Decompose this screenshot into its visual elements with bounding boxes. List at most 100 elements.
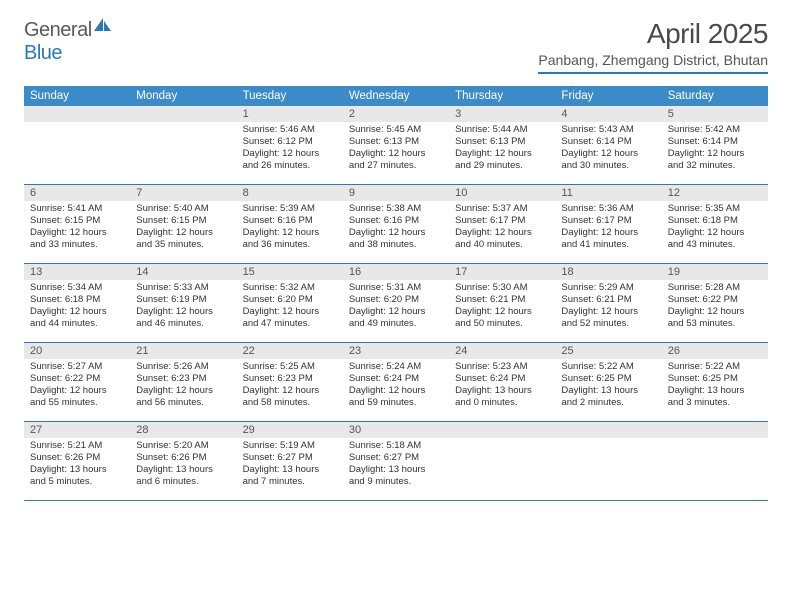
- date-number: 7: [130, 185, 236, 201]
- sunrise-text: Sunrise: 5:18 AM: [349, 440, 443, 452]
- date-number: 17: [449, 264, 555, 280]
- daylight-text: Daylight: 12 hours and 59 minutes.: [349, 385, 443, 409]
- day-details: Sunrise: 5:26 AMSunset: 6:23 PMDaylight:…: [130, 359, 236, 413]
- sunset-text: Sunset: 6:20 PM: [243, 294, 337, 306]
- day-details: Sunrise: 5:34 AMSunset: 6:18 PMDaylight:…: [24, 280, 130, 334]
- logo-text: GeneralBlue: [24, 18, 114, 65]
- title-block: April 2025 Panbang, Zhemgang District, B…: [538, 18, 768, 74]
- day-details: Sunrise: 5:39 AMSunset: 6:16 PMDaylight:…: [237, 201, 343, 255]
- day-cell: 25Sunrise: 5:22 AMSunset: 6:25 PMDayligh…: [555, 343, 661, 421]
- daylight-text: Daylight: 12 hours and 29 minutes.: [455, 148, 549, 172]
- sunset-text: Sunset: 6:22 PM: [668, 294, 762, 306]
- week-row: 27Sunrise: 5:21 AMSunset: 6:26 PMDayligh…: [24, 422, 768, 501]
- date-number: 3: [449, 106, 555, 122]
- day-cell: 5Sunrise: 5:42 AMSunset: 6:14 PMDaylight…: [662, 106, 768, 184]
- empty-cell: [130, 106, 236, 184]
- daylight-text: Daylight: 13 hours and 6 minutes.: [136, 464, 230, 488]
- day-cell: 2Sunrise: 5:45 AMSunset: 6:13 PMDaylight…: [343, 106, 449, 184]
- sunset-text: Sunset: 6:14 PM: [561, 136, 655, 148]
- daylight-text: Daylight: 13 hours and 7 minutes.: [243, 464, 337, 488]
- day-details: Sunrise: 5:22 AMSunset: 6:25 PMDaylight:…: [555, 359, 661, 413]
- sunset-text: Sunset: 6:20 PM: [349, 294, 443, 306]
- date-number: 8: [237, 185, 343, 201]
- daylight-text: Daylight: 12 hours and 38 minutes.: [349, 227, 443, 251]
- date-number: 28: [130, 422, 236, 438]
- daylight-text: Daylight: 12 hours and 32 minutes.: [668, 148, 762, 172]
- day-cell: 24Sunrise: 5:23 AMSunset: 6:24 PMDayligh…: [449, 343, 555, 421]
- sunrise-text: Sunrise: 5:20 AM: [136, 440, 230, 452]
- daylight-text: Daylight: 12 hours and 49 minutes.: [349, 306, 443, 330]
- sunset-text: Sunset: 6:15 PM: [30, 215, 124, 227]
- day-details: Sunrise: 5:24 AMSunset: 6:24 PMDaylight:…: [343, 359, 449, 413]
- sunset-text: Sunset: 6:21 PM: [455, 294, 549, 306]
- day-cell: 20Sunrise: 5:27 AMSunset: 6:22 PMDayligh…: [24, 343, 130, 421]
- sunset-text: Sunset: 6:18 PM: [30, 294, 124, 306]
- sunset-text: Sunset: 6:17 PM: [455, 215, 549, 227]
- sunrise-text: Sunrise: 5:32 AM: [243, 282, 337, 294]
- sunrise-text: Sunrise: 5:35 AM: [668, 203, 762, 215]
- day-details: [449, 438, 555, 444]
- sunset-text: Sunset: 6:13 PM: [349, 136, 443, 148]
- logo-part2: Blue: [24, 42, 62, 64]
- day-cell: 9Sunrise: 5:38 AMSunset: 6:16 PMDaylight…: [343, 185, 449, 263]
- date-number: 23: [343, 343, 449, 359]
- day-details: Sunrise: 5:31 AMSunset: 6:20 PMDaylight:…: [343, 280, 449, 334]
- daylight-text: Daylight: 12 hours and 26 minutes.: [243, 148, 337, 172]
- day-cell: 23Sunrise: 5:24 AMSunset: 6:24 PMDayligh…: [343, 343, 449, 421]
- sunrise-text: Sunrise: 5:45 AM: [349, 124, 443, 136]
- day-cell: 16Sunrise: 5:31 AMSunset: 6:20 PMDayligh…: [343, 264, 449, 342]
- day-cell: 21Sunrise: 5:26 AMSunset: 6:23 PMDayligh…: [130, 343, 236, 421]
- date-number: [24, 106, 130, 122]
- day-details: Sunrise: 5:45 AMSunset: 6:13 PMDaylight:…: [343, 122, 449, 176]
- sunset-text: Sunset: 6:24 PM: [455, 373, 549, 385]
- date-number: 24: [449, 343, 555, 359]
- day-cell: 26Sunrise: 5:22 AMSunset: 6:25 PMDayligh…: [662, 343, 768, 421]
- day-details: Sunrise: 5:46 AMSunset: 6:12 PMDaylight:…: [237, 122, 343, 176]
- sunrise-text: Sunrise: 5:23 AM: [455, 361, 549, 373]
- day-details: [662, 438, 768, 444]
- date-number: [662, 422, 768, 438]
- day-details: Sunrise: 5:29 AMSunset: 6:21 PMDaylight:…: [555, 280, 661, 334]
- empty-cell: [555, 422, 661, 500]
- sunset-text: Sunset: 6:13 PM: [455, 136, 549, 148]
- date-number: 13: [24, 264, 130, 280]
- sunset-text: Sunset: 6:16 PM: [243, 215, 337, 227]
- day-details: Sunrise: 5:25 AMSunset: 6:23 PMDaylight:…: [237, 359, 343, 413]
- empty-cell: [662, 422, 768, 500]
- date-number: 27: [24, 422, 130, 438]
- sunset-text: Sunset: 6:26 PM: [136, 452, 230, 464]
- daylight-text: Daylight: 12 hours and 35 minutes.: [136, 227, 230, 251]
- sunset-text: Sunset: 6:27 PM: [349, 452, 443, 464]
- sunrise-text: Sunrise: 5:36 AM: [561, 203, 655, 215]
- day-details: Sunrise: 5:28 AMSunset: 6:22 PMDaylight:…: [662, 280, 768, 334]
- date-number: 10: [449, 185, 555, 201]
- day-cell: 15Sunrise: 5:32 AMSunset: 6:20 PMDayligh…: [237, 264, 343, 342]
- sunrise-text: Sunrise: 5:34 AM: [30, 282, 124, 294]
- day-details: Sunrise: 5:36 AMSunset: 6:17 PMDaylight:…: [555, 201, 661, 255]
- day-cell: 3Sunrise: 5:44 AMSunset: 6:13 PMDaylight…: [449, 106, 555, 184]
- sunrise-text: Sunrise: 5:24 AM: [349, 361, 443, 373]
- day-details: Sunrise: 5:41 AMSunset: 6:15 PMDaylight:…: [24, 201, 130, 255]
- sunset-text: Sunset: 6:17 PM: [561, 215, 655, 227]
- day-details: [24, 122, 130, 128]
- sunset-text: Sunset: 6:24 PM: [349, 373, 443, 385]
- sunrise-text: Sunrise: 5:28 AM: [668, 282, 762, 294]
- day-cell: 1Sunrise: 5:46 AMSunset: 6:12 PMDaylight…: [237, 106, 343, 184]
- date-number: [130, 106, 236, 122]
- day-details: Sunrise: 5:42 AMSunset: 6:14 PMDaylight:…: [662, 122, 768, 176]
- sunset-text: Sunset: 6:25 PM: [561, 373, 655, 385]
- daylight-text: Daylight: 12 hours and 46 minutes.: [136, 306, 230, 330]
- day-details: Sunrise: 5:19 AMSunset: 6:27 PMDaylight:…: [237, 438, 343, 492]
- daylight-text: Daylight: 13 hours and 5 minutes.: [30, 464, 124, 488]
- daylight-text: Daylight: 12 hours and 40 minutes.: [455, 227, 549, 251]
- week-row: 20Sunrise: 5:27 AMSunset: 6:22 PMDayligh…: [24, 343, 768, 422]
- day-details: Sunrise: 5:21 AMSunset: 6:26 PMDaylight:…: [24, 438, 130, 492]
- sunrise-text: Sunrise: 5:33 AM: [136, 282, 230, 294]
- sunrise-text: Sunrise: 5:25 AM: [243, 361, 337, 373]
- date-number: 25: [555, 343, 661, 359]
- sunrise-text: Sunrise: 5:39 AM: [243, 203, 337, 215]
- date-number: 26: [662, 343, 768, 359]
- day-details: Sunrise: 5:33 AMSunset: 6:19 PMDaylight:…: [130, 280, 236, 334]
- day-cell: 12Sunrise: 5:35 AMSunset: 6:18 PMDayligh…: [662, 185, 768, 263]
- day-cell: 29Sunrise: 5:19 AMSunset: 6:27 PMDayligh…: [237, 422, 343, 500]
